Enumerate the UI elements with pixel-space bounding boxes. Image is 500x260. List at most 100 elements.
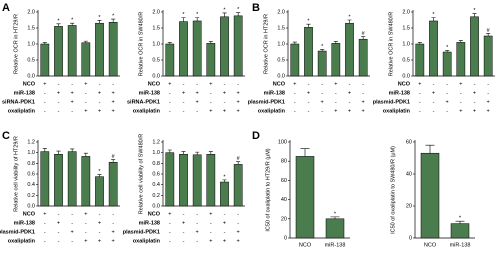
row-label: NCO bbox=[398, 81, 411, 87]
error-bar bbox=[181, 151, 186, 155]
row-sign: - bbox=[487, 81, 489, 87]
row-sign: + bbox=[237, 90, 240, 96]
row-sign: + bbox=[112, 99, 115, 105]
row-sign: - bbox=[196, 211, 198, 217]
bar bbox=[95, 22, 104, 77]
y-tick-label: 0.4 bbox=[27, 182, 35, 188]
row-sign: + bbox=[168, 81, 171, 87]
row-sign: - bbox=[183, 211, 185, 217]
y-tick-label: 100 bbox=[278, 139, 287, 145]
row-sign: - bbox=[85, 220, 87, 226]
row-sign: - bbox=[71, 238, 73, 244]
row-sign: + bbox=[418, 81, 421, 87]
row-sign: - bbox=[99, 81, 101, 87]
row-label: miR-138 bbox=[389, 90, 410, 96]
y-tick-label: 40 bbox=[406, 171, 412, 177]
bar bbox=[81, 156, 91, 207]
row-sign: - bbox=[58, 108, 60, 114]
row-sign: - bbox=[99, 99, 101, 105]
row-label: NCO bbox=[23, 81, 36, 87]
bar bbox=[429, 20, 438, 77]
error-bar bbox=[455, 220, 465, 224]
bar bbox=[290, 43, 300, 77]
error-bar bbox=[458, 40, 463, 43]
panel-label: A bbox=[2, 2, 10, 14]
significance-mark: * bbox=[307, 19, 310, 25]
row-sign: - bbox=[224, 229, 226, 235]
error-bar bbox=[42, 148, 47, 152]
row-sign: - bbox=[169, 90, 171, 96]
row-sign: - bbox=[210, 99, 212, 105]
row-sign: - bbox=[210, 90, 212, 96]
significance-mark: * bbox=[71, 18, 74, 24]
row-sign: + bbox=[223, 238, 226, 244]
bar bbox=[40, 43, 50, 77]
row-label: plasmid-PDK1 bbox=[123, 229, 160, 235]
significance-mark: * bbox=[182, 12, 185, 18]
row-sign: + bbox=[84, 81, 87, 87]
row-sign: - bbox=[85, 90, 87, 96]
row-label: miR-138 bbox=[14, 220, 35, 226]
row-sign: + bbox=[487, 108, 490, 114]
row-label: miR-138 bbox=[14, 90, 35, 96]
y-tick-label: 0.0 bbox=[402, 73, 410, 79]
significance-mark: * bbox=[223, 7, 226, 13]
significance-mark: # bbox=[362, 31, 366, 37]
significance-mark: * bbox=[237, 7, 240, 13]
row-sign: + bbox=[487, 99, 490, 105]
row-sign: + bbox=[71, 99, 74, 105]
y-tick-label: 1.2 bbox=[27, 139, 35, 145]
row-sign: - bbox=[58, 211, 60, 217]
row-label: NCO bbox=[273, 81, 286, 87]
row-sign: - bbox=[169, 108, 171, 114]
error-bar bbox=[208, 41, 213, 44]
bar bbox=[220, 181, 229, 207]
row-label: oxaliplatin bbox=[383, 108, 411, 114]
row-sign: + bbox=[112, 108, 115, 114]
bar bbox=[192, 20, 202, 77]
row-sign: + bbox=[459, 108, 462, 114]
significance-mark: * bbox=[112, 13, 115, 19]
error-bar bbox=[167, 42, 172, 44]
bar bbox=[40, 151, 50, 207]
y-tick-label: 1.2 bbox=[152, 139, 160, 145]
row-sign: - bbox=[237, 211, 239, 217]
row-sign: + bbox=[362, 108, 365, 114]
row-sign: + bbox=[446, 99, 449, 105]
significance-mark: * bbox=[348, 14, 351, 20]
y-tick-label: 0.2 bbox=[27, 193, 35, 199]
row-sign: + bbox=[98, 108, 101, 114]
row-label: plasmid-PDK1 bbox=[0, 229, 35, 235]
row-sign: - bbox=[196, 220, 198, 226]
row-sign: + bbox=[112, 229, 115, 235]
y-tick-label: 0.2 bbox=[152, 193, 160, 199]
row-sign: - bbox=[446, 81, 448, 87]
row-sign: + bbox=[223, 108, 226, 114]
row-label: oxaliplatin bbox=[8, 108, 36, 114]
error-bar bbox=[195, 151, 200, 155]
bar bbox=[54, 26, 63, 77]
y-axis-label: Relative OCR in SW480/R bbox=[138, 12, 144, 77]
row-sign: - bbox=[44, 90, 46, 96]
row-sign: - bbox=[44, 108, 46, 114]
row-sign: - bbox=[419, 90, 421, 96]
error-bar bbox=[222, 12, 227, 17]
bar bbox=[358, 38, 368, 77]
y-axis-label: Relative cell viability of HT29/R bbox=[13, 136, 19, 212]
y-tick-label: 1.0 bbox=[152, 150, 160, 156]
row-sign: - bbox=[419, 99, 421, 105]
row-sign: + bbox=[209, 238, 212, 244]
row-sign: + bbox=[237, 229, 240, 235]
y-tick-label: 0.0 bbox=[27, 73, 35, 79]
row-sign: + bbox=[348, 108, 351, 114]
row-sign: + bbox=[71, 229, 74, 235]
bar bbox=[108, 162, 118, 207]
row-sign: - bbox=[224, 81, 226, 87]
row-sign: + bbox=[473, 108, 476, 114]
error-bar bbox=[236, 161, 241, 165]
row-sign: - bbox=[474, 99, 476, 105]
bar bbox=[165, 152, 175, 207]
bar bbox=[450, 223, 470, 239]
y-tick-label: 2.0 bbox=[402, 9, 410, 15]
bar bbox=[67, 151, 77, 207]
